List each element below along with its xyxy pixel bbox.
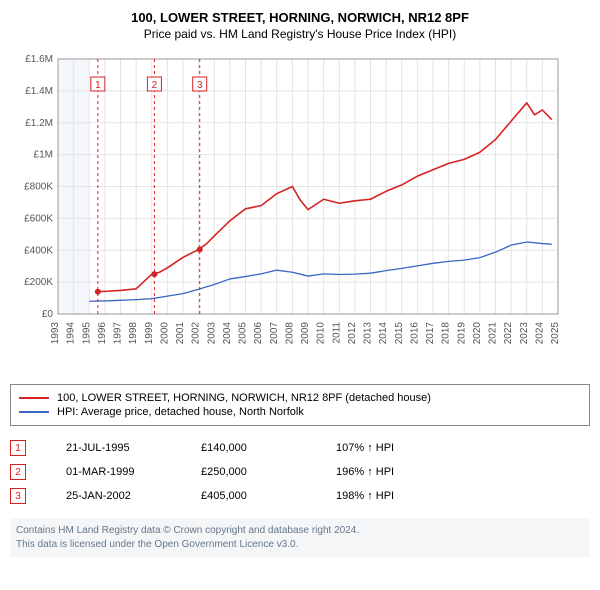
legend-item: HPI: Average price, detached house, Nort…	[19, 405, 581, 419]
svg-text:2015: 2015	[394, 322, 405, 345]
svg-text:2004: 2004	[222, 322, 233, 345]
transaction-price: £250,000	[201, 466, 296, 478]
footer-line: Contains HM Land Registry data © Crown c…	[16, 524, 584, 538]
svg-text:1993: 1993	[50, 322, 61, 345]
page-title: 100, LOWER STREET, HORNING, NORWICH, NR1…	[10, 10, 590, 25]
svg-text:£1.6M: £1.6M	[25, 54, 53, 65]
svg-text:2019: 2019	[456, 322, 467, 345]
transaction-ratio: 196% ↑ HPI	[336, 466, 431, 478]
svg-text:2: 2	[152, 80, 158, 91]
page-subtitle: Price paid vs. HM Land Registry's House …	[10, 27, 590, 41]
legend-label: 100, LOWER STREET, HORNING, NORWICH, NR1…	[57, 392, 431, 404]
svg-text:2011: 2011	[331, 322, 342, 344]
transaction-date: 21-JUL-1995	[66, 442, 161, 454]
footer-line: This data is licensed under the Open Gov…	[16, 538, 584, 552]
legend: 100, LOWER STREET, HORNING, NORWICH, NR1…	[10, 384, 590, 426]
svg-text:2002: 2002	[191, 322, 202, 345]
svg-text:£1M: £1M	[34, 150, 53, 161]
svg-text:2021: 2021	[488, 322, 499, 345]
svg-text:2005: 2005	[238, 322, 249, 345]
svg-text:1998: 1998	[128, 322, 139, 345]
transaction-ratio: 107% ↑ HPI	[336, 442, 431, 454]
svg-text:2013: 2013	[363, 322, 374, 345]
svg-text:2007: 2007	[269, 322, 280, 345]
legend-label: HPI: Average price, detached house, Nort…	[57, 406, 304, 418]
svg-text:1996: 1996	[97, 322, 108, 345]
svg-text:1: 1	[95, 80, 101, 91]
transaction-table: 1 21-JUL-1995 £140,000 107% ↑ HPI 2 01-MAR-19…	[10, 436, 590, 508]
svg-text:1997: 1997	[113, 322, 124, 345]
transaction-marker: 2	[10, 464, 26, 480]
transaction-marker: 3	[10, 488, 26, 504]
svg-text:2006: 2006	[253, 322, 264, 345]
legend-swatch	[19, 397, 49, 399]
svg-text:£0: £0	[42, 309, 54, 320]
table-row: 1 21-JUL-1995 £140,000 107% ↑ HPI	[10, 436, 590, 460]
svg-text:2012: 2012	[347, 322, 358, 345]
transaction-marker: 1	[10, 440, 26, 456]
transaction-price: £140,000	[201, 442, 296, 454]
transaction-price: £405,000	[201, 490, 296, 502]
transaction-date: 01-MAR-1999	[66, 466, 161, 478]
svg-text:1999: 1999	[144, 322, 155, 345]
svg-text:2008: 2008	[284, 322, 295, 345]
transaction-ratio: 198% ↑ HPI	[336, 490, 431, 502]
price-chart: £0 £200K £400K £600K £800K £1M £1.2M £1.4M £1.6M…	[10, 49, 590, 374]
footer: Contains HM Land Registry data © Crown c…	[10, 518, 590, 557]
svg-text:£1.2M: £1.2M	[25, 118, 53, 129]
svg-text:2018: 2018	[441, 322, 452, 345]
table-row: 2 01-MAR-1999 £250,000 196% ↑ HPI	[10, 460, 590, 484]
svg-text:£800K: £800K	[24, 182, 53, 193]
svg-text:£400K: £400K	[24, 245, 53, 256]
svg-text:2020: 2020	[472, 322, 483, 345]
svg-text:2016: 2016	[409, 322, 420, 345]
svg-text:2014: 2014	[378, 322, 389, 345]
legend-item: 100, LOWER STREET, HORNING, NORWICH, NR1…	[19, 391, 581, 405]
svg-text:1995: 1995	[81, 322, 92, 345]
legend-swatch	[19, 411, 49, 413]
svg-text:£1.4M: £1.4M	[25, 86, 53, 97]
svg-text:2003: 2003	[206, 322, 217, 345]
svg-text:2001: 2001	[175, 322, 186, 345]
svg-text:2017: 2017	[425, 322, 436, 345]
transaction-date: 25-JAN-2002	[66, 490, 161, 502]
svg-text:£600K: £600K	[24, 213, 53, 224]
svg-text:3: 3	[197, 80, 203, 91]
svg-text:2022: 2022	[503, 322, 514, 345]
svg-text:2024: 2024	[534, 322, 545, 345]
svg-text:2000: 2000	[159, 322, 170, 345]
table-row: 3 25-JAN-2002 £405,000 198% ↑ HPI	[10, 484, 590, 508]
svg-text:£200K: £200K	[24, 277, 53, 288]
svg-text:2025: 2025	[550, 322, 561, 345]
svg-text:1994: 1994	[66, 322, 77, 345]
svg-text:2009: 2009	[300, 322, 311, 345]
svg-text:2010: 2010	[316, 322, 327, 345]
svg-text:2023: 2023	[519, 322, 530, 345]
